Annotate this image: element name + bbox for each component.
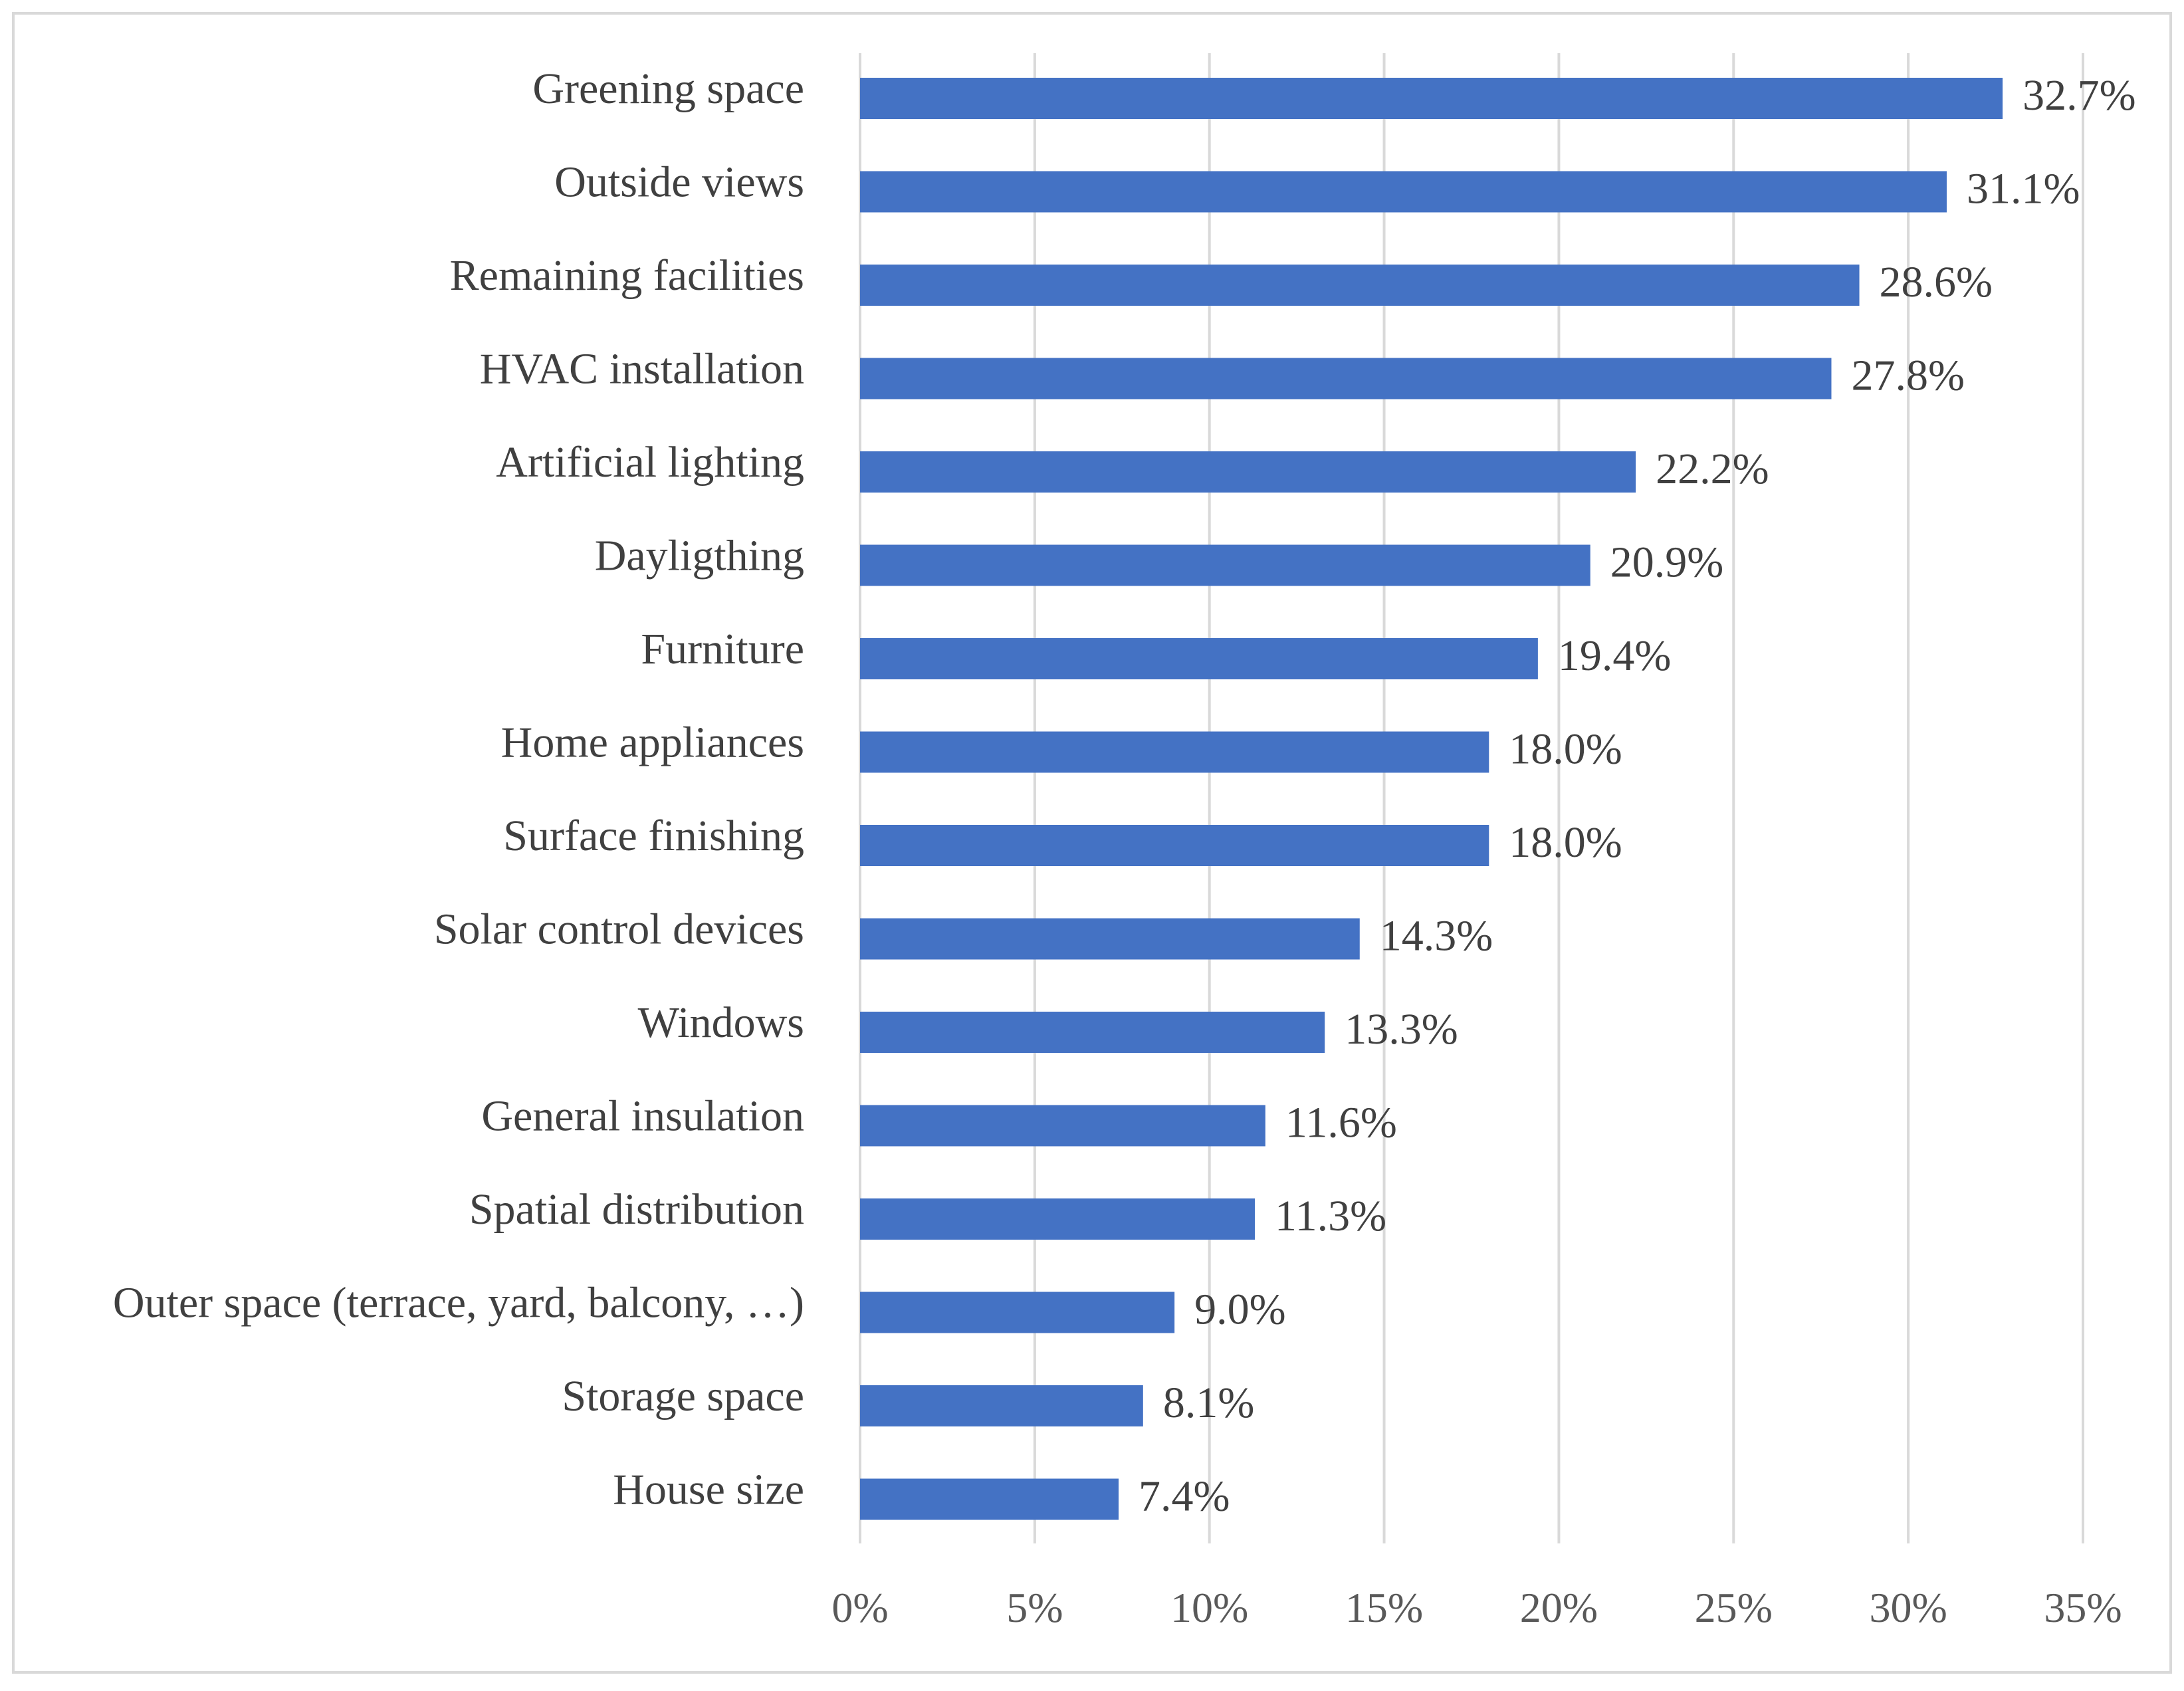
data-label: 14.3% xyxy=(1380,912,1493,960)
bars xyxy=(860,78,2003,1520)
category-label: Outside views xyxy=(554,158,804,207)
category-label: Remaining facilities xyxy=(450,251,804,300)
bar xyxy=(860,78,2003,119)
data-label: 9.0% xyxy=(1194,1286,1285,1334)
category-label: Furniture xyxy=(641,625,804,673)
data-label: 7.4% xyxy=(1139,1472,1230,1521)
bar xyxy=(860,1105,1265,1147)
category-label: Home appliances xyxy=(501,719,804,767)
bar xyxy=(860,825,1489,866)
data-label: 22.2% xyxy=(1656,445,1769,493)
data-label: 18.0% xyxy=(1509,725,1622,774)
bar xyxy=(860,171,1947,213)
category-label: Dayligthing xyxy=(595,532,804,580)
data-label: 19.4% xyxy=(1558,631,1671,680)
category-label: House size xyxy=(613,1466,804,1514)
bar xyxy=(860,1198,1256,1240)
category-label: General insulation xyxy=(481,1092,804,1141)
category-label: Greening space xyxy=(532,64,804,113)
bar xyxy=(860,451,1636,493)
category-label: Solar control devices xyxy=(434,905,804,954)
category-label: Outer space (terrace, yard, balcony, …) xyxy=(113,1279,804,1327)
bar xyxy=(860,731,1489,773)
data-label: 11.6% xyxy=(1285,1099,1397,1147)
bar xyxy=(860,1012,1325,1053)
bar xyxy=(860,638,1538,679)
bar xyxy=(860,265,1860,306)
category-label: HVAC installation xyxy=(480,345,804,394)
bar xyxy=(860,1478,1119,1520)
data-label: 32.7% xyxy=(2022,71,2135,120)
data-label: 31.1% xyxy=(1967,165,2080,213)
x-axis-tick-labels: 0% 5% 10% 15% 20% 25% 30% 35% xyxy=(831,1584,2122,1631)
x-tick-label: 15% xyxy=(1345,1584,1423,1631)
x-tick-label: 25% xyxy=(1695,1584,1773,1631)
x-tick-label: 30% xyxy=(1869,1584,1947,1631)
category-label: Spatial distribution xyxy=(469,1185,804,1234)
data-labels: 32.7% 31.1% 28.6% 27.8% 22.2% 20.9% 19.4% 18.0%… xyxy=(1139,71,2136,1521)
x-tick-label: 5% xyxy=(1006,1584,1063,1631)
data-label: 11.3% xyxy=(1275,1192,1386,1240)
category-label: Windows xyxy=(638,998,804,1047)
x-tick-label: 20% xyxy=(1520,1584,1598,1631)
bar xyxy=(860,1292,1175,1333)
bar xyxy=(860,544,1590,586)
x-tick-label: 10% xyxy=(1170,1584,1248,1631)
bar xyxy=(860,918,1360,960)
data-label: 27.8% xyxy=(1851,352,1964,400)
bar xyxy=(860,358,1832,399)
category-label: Artificial lighting xyxy=(496,438,804,487)
bar xyxy=(860,1385,1143,1426)
category-labels: Greening space Outside views Remaining fac… xyxy=(113,64,804,1514)
data-label: 20.9% xyxy=(1610,538,1723,587)
data-label: 18.0% xyxy=(1509,818,1622,867)
data-label: 28.6% xyxy=(1880,258,1993,306)
data-label: 13.3% xyxy=(1345,1005,1458,1054)
x-tick-label: 0% xyxy=(831,1584,888,1631)
data-label: 8.1% xyxy=(1163,1379,1254,1427)
category-label: Storage space xyxy=(562,1372,804,1420)
category-label: Surface finishing xyxy=(503,812,804,860)
x-tick-label: 35% xyxy=(2044,1584,2122,1631)
